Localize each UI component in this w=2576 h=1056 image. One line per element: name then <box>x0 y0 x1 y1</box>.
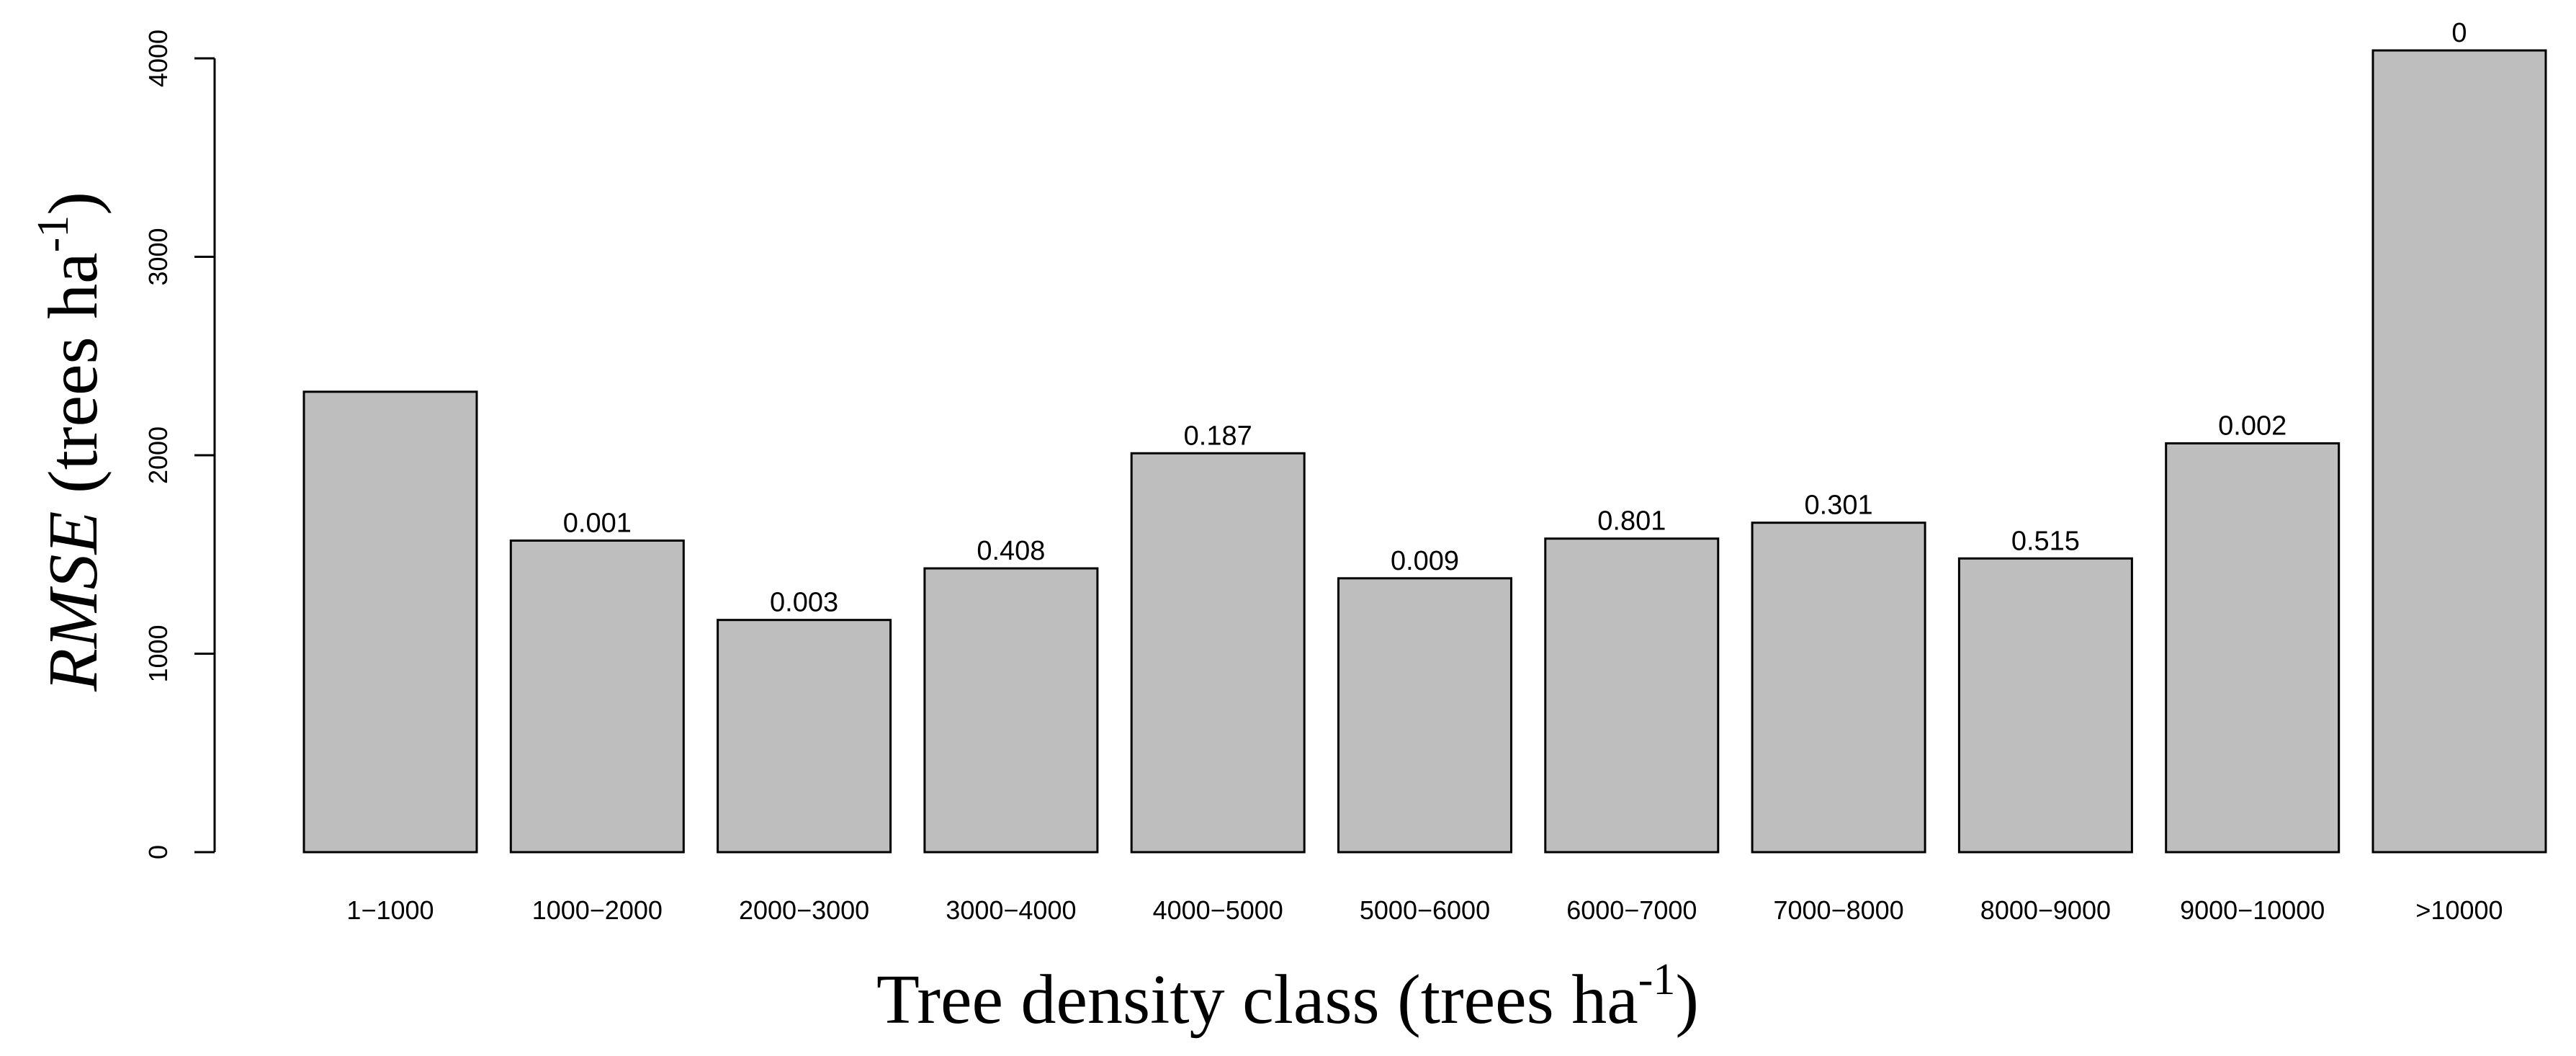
y-axis-title-close: ) <box>35 192 112 215</box>
x-tick-label: 8000−9000 <box>1980 895 2111 925</box>
y-tick-label: 0 <box>143 845 173 859</box>
x-tick-label: 9000−10000 <box>2180 895 2325 925</box>
y-tick-label: 3000 <box>143 228 173 285</box>
x-tick-label: 4000−5000 <box>1153 895 1283 925</box>
bar-data-label: 0.187 <box>1184 421 1252 451</box>
bar-data-label: 0 <box>2451 18 2467 48</box>
x-axis-title: Tree density class (trees ha-1) <box>876 955 1699 1039</box>
bar <box>1130 452 1306 854</box>
y-axis: 0 1000 2000 3000 4000 <box>143 30 216 859</box>
x-tick-label: 2000−3000 <box>739 895 869 925</box>
y-tick-label: 1000 <box>143 625 173 682</box>
x-tick-label: 1−1000 <box>346 895 434 925</box>
x-tick-label: >10000 <box>2415 895 2503 925</box>
bar-data-label: 0.515 <box>2011 526 2080 556</box>
x-axis-title-close: ) <box>1675 961 1699 1039</box>
bar-data-label: 0.002 <box>2218 411 2286 441</box>
bar <box>2371 49 2547 854</box>
x-tick-label: 5000−6000 <box>1360 895 1490 925</box>
bar-data-label: 0.301 <box>1805 491 1873 521</box>
bar-data-label: 0.408 <box>977 536 1045 566</box>
bar-data-label: 0.009 <box>1391 546 1459 576</box>
x-tick-label: 6000−7000 <box>1566 895 1697 925</box>
x-tick-label: 3000−4000 <box>946 895 1076 925</box>
bar-data-label: 0.003 <box>770 588 838 618</box>
data-labels: 0.001 0.003 0.408 0.187 0.009 0.801 0.301 0.515… <box>563 18 2467 618</box>
bar <box>1337 577 1512 854</box>
bar <box>302 390 478 854</box>
bar <box>1751 522 1926 854</box>
bar <box>923 567 1099 854</box>
x-tick-labels: 1−1000 1000−2000 2000−3000 3000−4000 4000−50… <box>346 895 2503 925</box>
y-tick-label: 2000 <box>143 426 173 484</box>
bar <box>1544 537 1720 854</box>
x-axis-title-superscript: -1 <box>1638 955 1676 1004</box>
bar-data-label: 0.801 <box>1597 506 1666 537</box>
y-axis-title: RMSE (trees ha-1) <box>29 192 112 692</box>
bar <box>717 619 892 854</box>
bar-data-label: 0.001 <box>563 508 632 538</box>
bar <box>2165 442 2341 854</box>
bars <box>302 49 2547 854</box>
x-tick-label: 7000−8000 <box>1773 895 1903 925</box>
bar <box>1957 557 2133 854</box>
y-tick-label: 4000 <box>143 30 173 87</box>
y-axis-title-main: (trees ha <box>35 252 112 511</box>
y-axis-title-superscript: -1 <box>29 215 78 253</box>
x-axis-title-main: Tree density class (trees ha <box>876 961 1638 1039</box>
x-tick-label: 1000−2000 <box>532 895 663 925</box>
y-axis-title-italic: RMSE <box>35 511 112 692</box>
bar <box>509 539 685 854</box>
